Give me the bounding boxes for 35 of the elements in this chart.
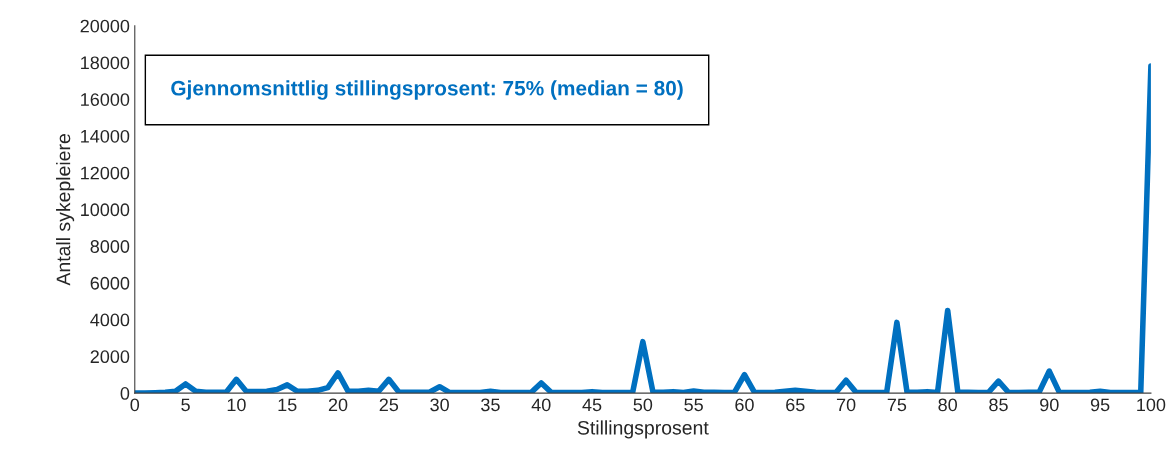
x-tick-label: 50 [633,398,653,412]
x-tick-label: 25 [379,398,399,412]
y-tick-label: 20000 [80,19,130,33]
x-tick-label: 15 [278,398,297,412]
x-tick-label: 75 [887,398,907,412]
y-tick-label: 8000 [90,240,130,253]
x-tick-label: 65 [786,398,805,412]
x-tick-label: 35 [481,398,500,412]
y-tick-label: 18000 [81,56,130,70]
y-tick-label: 14000 [81,129,130,143]
y-tick-label: 16000 [81,93,130,106]
x-tick-label: 5 [181,398,190,412]
x-tick-label: 20 [328,398,348,412]
y-tick-label: 12000 [81,166,130,180]
x-tick-label: 100 [1137,398,1166,412]
x-tick-label: 10 [227,398,246,412]
x-tick-label: 70 [836,398,856,412]
y-axis-title: Antall sykepleiere [56,134,75,286]
x-tick-label: 55 [684,398,703,412]
y-tick-label: 10000 [81,203,130,217]
y-tick-label: 6000 [90,276,130,290]
x-axis-title: Stillingsprosent [577,420,709,439]
annotation: Gjennomsnittlig stillingsprosent: 75% (median = 80) [171,80,683,100]
x-tick-label: 80 [938,398,958,412]
x-tick-label: 30 [430,398,449,412]
x-tick-label: 0 [130,398,140,412]
y-tick-label: 4000 [90,313,130,327]
y-tick-label: 2000 [90,350,130,364]
x-tick-label: 85 [989,398,1008,412]
x-tick-label: 45 [582,398,602,412]
x-tick-label: 95 [1090,398,1110,412]
y-tick-label: 0 [120,387,130,400]
x-tick-label: 90 [1040,398,1059,412]
x-tick-label: 40 [531,398,551,412]
x-tick-label: 60 [735,398,754,412]
